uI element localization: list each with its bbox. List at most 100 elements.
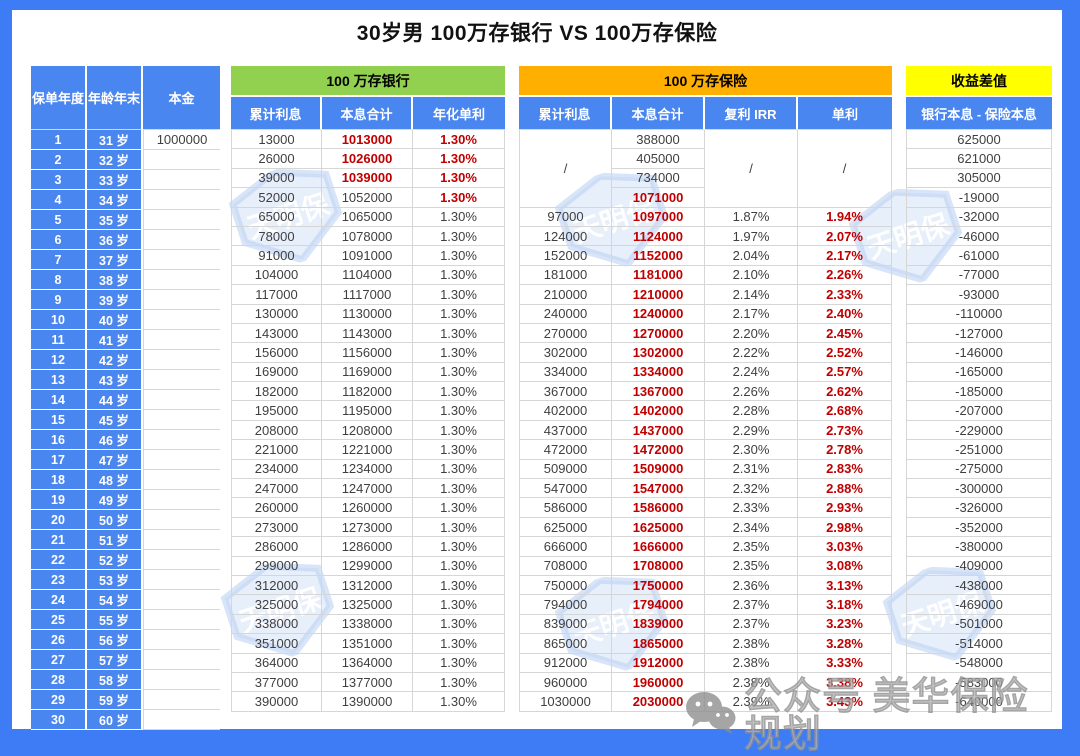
cell-ins-interest: 97000: [519, 207, 612, 227]
cell-bank-total: 1364000: [322, 653, 413, 673]
cell-bank-interest: 26000: [231, 149, 322, 169]
cell-diff: 625000: [906, 130, 1052, 150]
cell-ins-irr: 2.36%: [705, 575, 798, 596]
cell-principal: [143, 190, 220, 210]
cell-policy-year: 28: [31, 670, 87, 690]
cell-bank-total: 1156000: [322, 343, 413, 363]
col-header-bank-rate: 年化单利: [413, 97, 505, 130]
cell-bank-interest: 13000: [231, 130, 322, 150]
cell-age: 55 岁: [87, 610, 143, 630]
cell-bank-interest: 234000: [231, 459, 322, 480]
cell-policy-year: 17: [31, 450, 87, 470]
cell-ins-interest: 302000: [519, 343, 612, 363]
cell-policy-year: 16: [31, 430, 87, 450]
cell-principal: [143, 690, 220, 710]
cell-ins-irr: 2.37%: [705, 595, 798, 615]
cell-policy-year: 30: [31, 710, 87, 730]
cell-principal: [143, 310, 220, 330]
cell-ins-total: 1912000: [612, 653, 705, 673]
cell-policy-year: 6: [31, 230, 87, 250]
cell-ins-irr: 2.26%: [705, 382, 798, 402]
cell-ins-simple: 3.03%: [798, 537, 892, 557]
cell-principal: [143, 650, 220, 670]
cell-ins-simple: /: [798, 130, 892, 208]
cell-policy-year: 5: [31, 210, 87, 230]
cell-policy-year: 7: [31, 250, 87, 270]
cell-bank-rate: 1.30%: [413, 401, 505, 421]
cell-bank-total: 1221000: [322, 440, 413, 460]
cell-bank-total: 1117000: [322, 285, 413, 305]
cell-bank-interest: 39000: [231, 168, 322, 189]
cell-ins-interest: 794000: [519, 595, 612, 615]
page-title: 30岁男 100万存银行 VS 100万存保险: [356, 22, 718, 45]
cell-ins-total: 1367000: [612, 382, 705, 402]
cell-ins-simple: 2.17%: [798, 246, 892, 266]
cell-ins-irr: 1.87%: [705, 207, 798, 227]
cell-policy-year: 2: [31, 150, 87, 170]
col-header-age: 年龄年末: [87, 66, 143, 130]
cell-ins-total: 1960000: [612, 672, 705, 693]
cell-age: 60 岁: [87, 710, 143, 730]
cell-ins-irr: 2.39%: [705, 692, 798, 712]
cell-age: 35 岁: [87, 210, 143, 230]
cell-ins-simple: 2.88%: [798, 479, 892, 499]
cell-ins-total: 2030000: [612, 692, 705, 712]
cell-bank-rate: 1.30%: [413, 498, 505, 518]
cell-diff: -93000: [906, 285, 1052, 305]
cell-principal: [143, 410, 220, 430]
cell-age: 37 岁: [87, 250, 143, 270]
cell-principal: [143, 170, 220, 190]
cell-bank-total: 1052000: [322, 188, 413, 208]
cell-bank-total: 1286000: [322, 537, 413, 557]
cell-ins-simple: 3.08%: [798, 556, 892, 576]
cell-principal: [143, 670, 220, 690]
difference-table: 收益差值 银行本息 - 保险本息 625000 621000 305000 -1900…: [906, 66, 1052, 712]
col-header-ins-total: 本息合计: [612, 97, 705, 130]
cell-ins-simple: 3.28%: [798, 634, 892, 654]
cell-bank-interest: 182000: [231, 382, 322, 402]
cell-ins-simple: 3.23%: [798, 614, 892, 635]
cell-age: 33 岁: [87, 170, 143, 190]
cell-bank-total: 1091000: [322, 246, 413, 266]
cell-policy-year: 8: [31, 270, 87, 290]
cell-diff: -19000: [906, 188, 1052, 208]
cell-ins-interest: 547000: [519, 479, 612, 499]
cell-bank-rate: 1.30%: [413, 246, 505, 266]
cell-bank-rate: 1.30%: [413, 226, 505, 247]
col-header-bank-interest: 累计利息: [231, 97, 322, 130]
cell-age: 52 岁: [87, 550, 143, 570]
cell-ins-total: 1708000: [612, 556, 705, 576]
cell-ins-irr: /: [705, 130, 798, 208]
cell-diff: -229000: [906, 420, 1052, 441]
cell-ins-total: 1472000: [612, 440, 705, 460]
cell-ins-simple: 2.45%: [798, 323, 892, 344]
cell-diff: -207000: [906, 401, 1052, 421]
cell-age: 46 岁: [87, 430, 143, 450]
cell-age: 41 岁: [87, 330, 143, 350]
cell-bank-rate: 1.30%: [413, 323, 505, 344]
cell-age: 45 岁: [87, 410, 143, 430]
cell-principal: 1000000: [143, 130, 220, 150]
cell-ins-total: 734000: [612, 168, 705, 189]
cell-bank-rate: 1.30%: [413, 382, 505, 402]
cell-age: 44 岁: [87, 390, 143, 410]
cell-ins-simple: 2.07%: [798, 226, 892, 247]
cell-diff: -583000: [906, 672, 1052, 693]
cell-ins-simple: 1.94%: [798, 207, 892, 227]
cell-ins-total: 1625000: [612, 517, 705, 538]
cell-bank-interest: 364000: [231, 653, 322, 673]
cell-bank-interest: 247000: [231, 479, 322, 499]
cell-bank-total: 1013000: [322, 130, 413, 150]
cell-bank-interest: 195000: [231, 401, 322, 421]
bank-table: 100 万存银行 累计利息 本息合计 年化单利 13000 1013000 1.30…: [231, 66, 505, 712]
cell-bank-rate: 1.30%: [413, 672, 505, 693]
cell-principal: [143, 450, 220, 470]
cell-ins-interest: 334000: [519, 362, 612, 383]
cell-ins-irr: 2.38%: [705, 634, 798, 654]
cell-bank-total: 1351000: [322, 634, 413, 654]
cell-age: 47 岁: [87, 450, 143, 470]
cell-ins-simple: 2.62%: [798, 382, 892, 402]
col-header-bank-total: 本息合计: [322, 97, 413, 130]
cell-principal: [143, 390, 220, 410]
cell-bank-total: 1260000: [322, 498, 413, 518]
